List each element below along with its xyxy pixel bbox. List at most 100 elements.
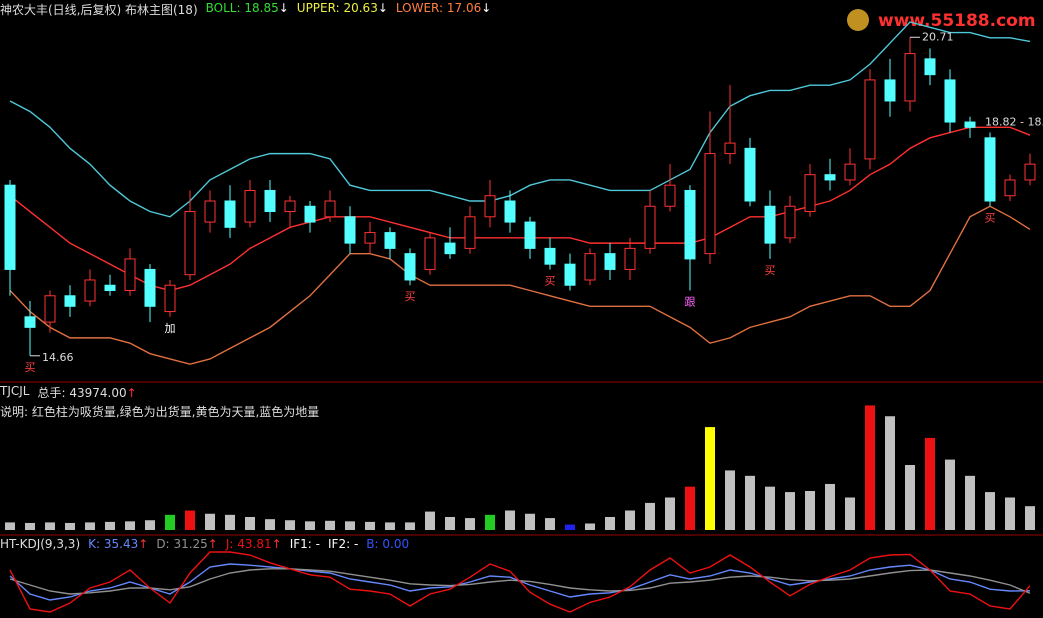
volume-bar [585, 523, 595, 530]
volume-bar [65, 522, 75, 530]
volume-bar [645, 502, 655, 530]
arrow: ↑ [207, 537, 218, 551]
volume-bar [705, 427, 715, 530]
volume-bar [665, 497, 675, 530]
volume-bar [5, 522, 15, 530]
kdj-extra: IF1: - [290, 537, 320, 551]
volume-bar [1005, 497, 1015, 530]
volume-bar [205, 513, 215, 530]
candle-body [764, 205, 776, 244]
candle-body [304, 205, 316, 223]
volume-bar [265, 519, 275, 530]
volume-bar [545, 518, 555, 530]
candle-body [284, 200, 296, 213]
candle-body [364, 232, 376, 244]
arrow: ↓ [481, 1, 492, 15]
arrow: ↑ [138, 537, 149, 551]
volume-bar [685, 486, 695, 530]
candle-body [464, 216, 476, 249]
kdj-value: 31.25 [173, 537, 208, 551]
volume-bar [125, 521, 135, 530]
volume-bar [445, 517, 455, 530]
candle-body [344, 216, 356, 244]
candle-body [384, 232, 396, 249]
candle-body [244, 189, 256, 223]
candle-body [704, 153, 716, 255]
volume-bar [465, 518, 475, 530]
logo-icon [847, 9, 869, 31]
header-value: 17.06 [446, 1, 482, 15]
volume-bar [905, 465, 915, 530]
volume-bar [885, 416, 895, 530]
volume-bar [245, 517, 255, 530]
volume-bar [1025, 506, 1035, 530]
extra-label: IF1: [289, 537, 312, 551]
volume-bar [385, 522, 395, 530]
volume-bar [625, 510, 635, 530]
candle-body [964, 121, 976, 128]
volume-bar [45, 522, 55, 530]
extra-label: IF2: [328, 537, 351, 551]
price-header: 神农大丰(日线,后复权) 布林主图(18) BOLL: 18.85↓ UPPER:… [0, 1, 491, 18]
extra-value: 0.00 [382, 537, 410, 551]
volume-bar [145, 520, 155, 530]
kdj-label: J: [225, 537, 234, 551]
candle-body [324, 200, 336, 218]
header-value: 20.63 [343, 1, 378, 15]
kdj-item: D: 31.25↑ [156, 537, 218, 551]
volume-bar [785, 492, 795, 530]
volume-bar [765, 486, 775, 530]
arrow: ↑ [271, 537, 282, 551]
volume-bar [285, 520, 295, 530]
volume-bar [945, 459, 955, 530]
volume-bar [565, 524, 575, 530]
logo: www.55188.com [878, 11, 1036, 31]
volume-bar [965, 475, 975, 530]
candle-body [104, 284, 116, 291]
candle-body [784, 205, 796, 239]
volume-bar [925, 437, 935, 530]
signal: 买 [25, 361, 36, 374]
candle-body [84, 279, 96, 302]
candle-body [524, 221, 536, 249]
extra-label: B: [366, 537, 379, 551]
volume-bar [485, 514, 495, 530]
candle-body [944, 79, 956, 123]
arrow: ↓ [377, 1, 388, 15]
candle-body [644, 205, 656, 249]
signal: 买 [985, 211, 996, 224]
volume-bar [325, 520, 335, 530]
volume-bar [865, 405, 875, 530]
signal: 买 [765, 264, 776, 277]
header-item: BOLL: 18.85↓ [206, 1, 289, 18]
signal: 跟 [685, 296, 696, 309]
candle-body [684, 189, 696, 260]
volume-header: TJCJL 总手: 43974.00↑ [0, 384, 137, 401]
boll-line [9, 205, 1031, 365]
volume-bar [345, 521, 355, 530]
header-label: LOWER: [395, 1, 444, 15]
header-label: UPPER: [296, 1, 340, 15]
signal: 买 [545, 274, 556, 287]
volume-description: 说明: 红色柱为吸货量,绿色为出货量,黄色为天量,蓝色为地量 [0, 405, 320, 419]
note: 18.82 - 18.7 [985, 116, 1043, 129]
signal: 买 [405, 290, 416, 303]
kdj-title: HT-KDJ(9,3,3) [0, 537, 81, 551]
candle-body [144, 268, 156, 307]
candle-body [264, 189, 276, 213]
candle-body [164, 284, 176, 313]
volume-bar [405, 522, 415, 530]
volume-bar [165, 514, 175, 530]
volume-bar [725, 470, 735, 530]
kdj-line [9, 551, 1031, 613]
volume-bar [825, 483, 835, 530]
header-label: BOLL: [205, 1, 241, 15]
candle-body [924, 58, 936, 76]
volume-bar [505, 510, 515, 530]
candle-body [404, 253, 416, 281]
volume-bar [745, 475, 755, 530]
volume-bar [525, 513, 535, 530]
signal: 加 [165, 322, 176, 335]
volume-bar [845, 497, 855, 530]
